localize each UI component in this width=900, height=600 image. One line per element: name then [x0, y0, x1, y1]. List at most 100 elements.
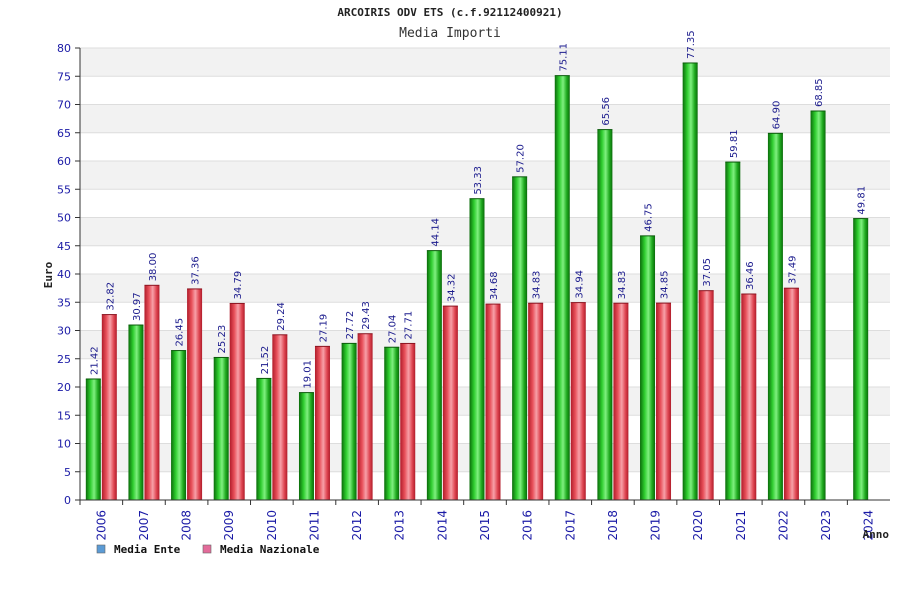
data-label: 25.23: [217, 325, 228, 354]
data-label: 68.85: [814, 78, 825, 107]
bar-media-ente: [682, 62, 698, 500]
y-tick-label: 80: [57, 42, 71, 55]
data-label: 65.56: [601, 97, 612, 126]
y-tick-label: 70: [57, 99, 71, 112]
bar-media-ente: [298, 392, 314, 500]
data-label: 57.20: [516, 144, 527, 173]
x-tick-label: 2022: [776, 510, 790, 541]
x-tick-label: 2012: [350, 510, 364, 541]
data-label: 27.72: [345, 311, 356, 340]
bar-media-ente: [171, 350, 187, 500]
y-tick-label: 75: [57, 70, 71, 83]
x-tick-label: 2017: [563, 510, 577, 541]
bar-media-ente: [554, 75, 570, 500]
bar-media-ente: [725, 162, 741, 501]
bar-media-ente: [512, 176, 528, 500]
bar-media-ente: [213, 357, 229, 500]
bar-media-ente: [810, 110, 826, 500]
bar-media-nazionale: [528, 303, 544, 500]
data-label: 21.52: [260, 346, 271, 375]
bar-media-nazionale: [783, 288, 799, 500]
bar-media-nazionale: [613, 303, 629, 500]
x-tick-label: 2010: [265, 510, 279, 541]
bar-media-nazionale: [656, 303, 672, 500]
y-tick-label: 65: [57, 127, 71, 140]
bar-media-ente: [384, 347, 400, 500]
bar-media-ente: [469, 198, 485, 501]
grid-band: [80, 48, 890, 77]
y-tick-label: 35: [57, 296, 71, 309]
bar-media-ente: [426, 250, 442, 500]
bar-media-nazionale: [357, 333, 373, 500]
data-label: 34.68: [489, 271, 500, 300]
x-tick-label: 2023: [819, 510, 833, 541]
bar-media-nazionale: [101, 314, 117, 500]
x-tick-label: 2024: [862, 510, 876, 541]
bar-media-nazionale: [698, 290, 714, 500]
bar-media-ente: [597, 129, 613, 500]
bar-media-ente: [341, 343, 357, 500]
y-tick-label: 40: [57, 268, 71, 281]
legend-label-media-ente: Media Ente: [114, 543, 181, 556]
data-label: 21.42: [89, 346, 100, 375]
bar-media-nazionale: [485, 304, 501, 500]
data-label: 34.83: [532, 271, 543, 300]
data-label: 34.83: [617, 271, 628, 300]
data-label: 29.43: [361, 301, 372, 330]
y-tick-label: 30: [57, 325, 71, 338]
chart-title: ARCOIRIS ODV ETS (c.f.92112400921): [337, 6, 562, 19]
bar-media-ente: [767, 133, 783, 500]
data-label: 27.04: [388, 315, 399, 344]
x-tick-label: 2013: [393, 510, 407, 541]
data-label: 53.33: [473, 166, 484, 195]
y-tick-label: 50: [57, 212, 71, 225]
data-label: 36.46: [745, 261, 756, 290]
data-label: 34.85: [660, 270, 671, 299]
data-label: 37.36: [191, 256, 202, 285]
y-tick-label: 45: [57, 240, 71, 253]
grid-band: [80, 104, 890, 133]
legend-swatch-media-nazionale: [202, 544, 212, 554]
x-tick-label: 2009: [222, 510, 236, 541]
legend-label-media-nazionale: Media Nazionale: [220, 543, 320, 556]
data-label: 26.45: [175, 318, 186, 347]
y-tick-label: 55: [57, 183, 71, 196]
data-label: 46.75: [644, 203, 655, 232]
y-tick-label: 0: [64, 494, 71, 507]
y-tick-label: 15: [57, 409, 71, 422]
bar-media-ente: [853, 218, 869, 501]
data-label: 59.81: [729, 129, 740, 158]
bar-media-nazionale: [272, 334, 288, 500]
x-tick-label: 2019: [649, 510, 663, 541]
y-tick-label: 5: [64, 466, 71, 479]
y-tick-label: 20: [57, 381, 71, 394]
bar-media-nazionale: [314, 346, 330, 500]
bar-media-ente: [256, 378, 272, 500]
x-tick-label: 2020: [691, 510, 705, 541]
axes: 0 5 10 15 20 25 30 35 40 45 50 55 60 65 70 75 80 2006 2007…: [57, 42, 890, 541]
bar-media-nazionale: [400, 343, 416, 500]
data-label: 37.49: [787, 256, 798, 285]
data-label: 64.90: [771, 101, 782, 130]
data-label: 32.82: [105, 282, 116, 311]
data-label: 37.05: [702, 258, 713, 287]
data-label: 38.00: [148, 253, 159, 282]
legend: Media Ente Media Nazionale: [96, 543, 320, 556]
y-tick-label: 10: [57, 438, 71, 451]
bars: [85, 62, 869, 501]
bar-media-nazionale: [229, 303, 245, 500]
data-label: 44.14: [430, 218, 441, 247]
data-label: 49.81: [857, 186, 868, 215]
data-label: 19.01: [302, 360, 313, 389]
data-label: 34.94: [574, 270, 585, 299]
grid-band: [80, 217, 890, 246]
bar-media-ente: [640, 235, 656, 501]
value-labels: 21.42 32.82 30.97 38.00 26.45 37.36 25.23 34.79…: [89, 30, 867, 388]
chart-subtitle: Media Importi: [399, 26, 501, 41]
bar-media-nazionale: [187, 288, 203, 500]
x-tick-label: 2014: [435, 510, 449, 541]
x-tick-label: 2016: [521, 510, 535, 541]
data-label: 27.71: [404, 311, 415, 340]
x-tick-label: 2007: [137, 510, 151, 541]
